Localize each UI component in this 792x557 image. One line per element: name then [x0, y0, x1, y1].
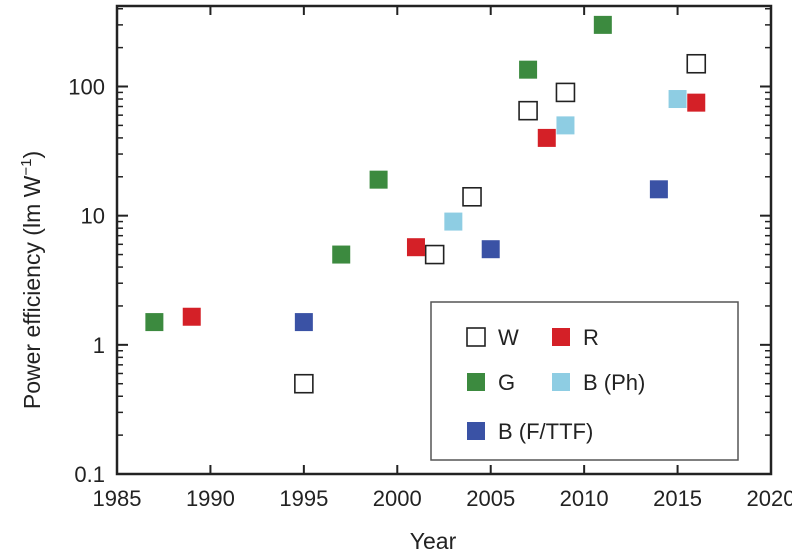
point-w — [686, 53, 707, 74]
point-g — [519, 60, 538, 79]
legend-marker-r — [552, 328, 570, 346]
legend-label-b-ph: B (Ph) — [583, 370, 645, 395]
legend-label-w: W — [498, 325, 519, 350]
y-tick-label: 0.1 — [74, 462, 105, 487]
point-g — [593, 15, 612, 34]
point-b-ph — [668, 90, 687, 109]
y-axis-title: Power efficiency (lm W−1) — [18, 151, 45, 409]
point-r — [406, 238, 425, 257]
point-w — [518, 100, 538, 121]
point-w — [555, 82, 576, 103]
y-axis-title-superscript: −1 — [18, 159, 35, 176]
x-tick-label: 1990 — [186, 486, 235, 511]
x-tick-label: 2005 — [466, 486, 515, 511]
legend-label-b-f-ttf: B (F/TTF) — [498, 419, 593, 444]
x-tick-label: 2020 — [747, 486, 792, 511]
point-w — [294, 373, 314, 394]
legend-marker-b-ph — [552, 373, 570, 391]
point-r — [537, 128, 556, 147]
y-tick-label: 100 — [68, 75, 105, 100]
x-tick-label: 2015 — [653, 486, 702, 511]
legend-label-g: G — [498, 370, 515, 395]
x-tick-label: 1985 — [93, 486, 142, 511]
x-tick-label: 2010 — [560, 486, 609, 511]
y-tick-label: 10 — [81, 204, 105, 229]
point-g — [369, 170, 388, 189]
plot-frame — [115, 4, 773, 476]
legend-label-r: R — [583, 325, 599, 350]
point-g — [145, 313, 164, 332]
x-axis-title: Year — [410, 528, 457, 554]
point-w — [462, 186, 482, 207]
point-r — [182, 307, 201, 326]
x-tick-label: 2000 — [373, 486, 422, 511]
point-w — [424, 244, 445, 265]
legend-marker-g — [467, 373, 485, 391]
legend-marker-w — [466, 327, 486, 347]
y-axis-title-main: Power efficiency (lm W — [19, 175, 45, 409]
point-b-f-ttf — [649, 180, 668, 199]
y-tick-label: 1 — [93, 333, 105, 358]
legend-marker-b-f-ttf — [467, 422, 485, 440]
point-b-f-ttf — [294, 313, 313, 332]
point-b-f-ttf — [481, 240, 500, 259]
point-r — [687, 93, 706, 112]
y-axis-title-close: ) — [19, 151, 45, 159]
point-b-ph — [444, 212, 463, 231]
x-tick-label: 1995 — [279, 486, 328, 511]
point-g — [332, 245, 351, 264]
point-b-ph — [556, 116, 575, 135]
